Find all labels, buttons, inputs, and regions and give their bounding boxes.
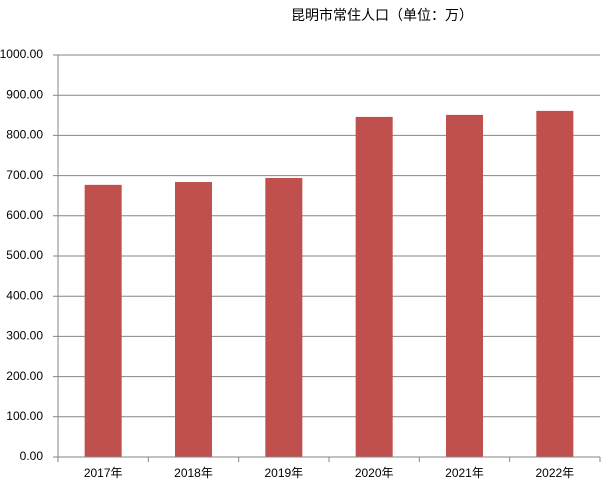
bar	[84, 184, 122, 457]
y-tick-label: 800.00	[6, 128, 43, 142]
bar	[174, 182, 213, 458]
x-tick-label: 2020年	[355, 466, 394, 480]
x-tick-label: 2017年	[84, 466, 123, 480]
x-tick-label: 2021年	[445, 466, 484, 480]
y-tick-label: 900.00	[6, 87, 43, 101]
y-tick-label: 1000.00	[0, 47, 43, 61]
x-tick-label: 2022年	[535, 466, 574, 480]
bar	[536, 110, 574, 458]
y-tick-label: 500.00	[6, 248, 43, 262]
y-tick-label: 700.00	[6, 168, 43, 182]
y-tick-label: 300.00	[6, 329, 43, 343]
bar	[265, 178, 303, 457]
y-tick-label: 400.00	[6, 288, 43, 302]
chart-title: 昆明市常住人口（单位：万）	[291, 7, 473, 24]
bar	[445, 114, 484, 457]
y-tick-label: 100.00	[6, 409, 43, 423]
bar	[355, 116, 393, 458]
x-tick-label: 2019年	[264, 466, 303, 480]
y-tick-label: 0.00	[20, 449, 44, 463]
x-tick-label: 2018年	[174, 466, 213, 480]
y-tick-label: 600.00	[6, 208, 43, 222]
y-tick-label: 200.00	[6, 369, 43, 383]
